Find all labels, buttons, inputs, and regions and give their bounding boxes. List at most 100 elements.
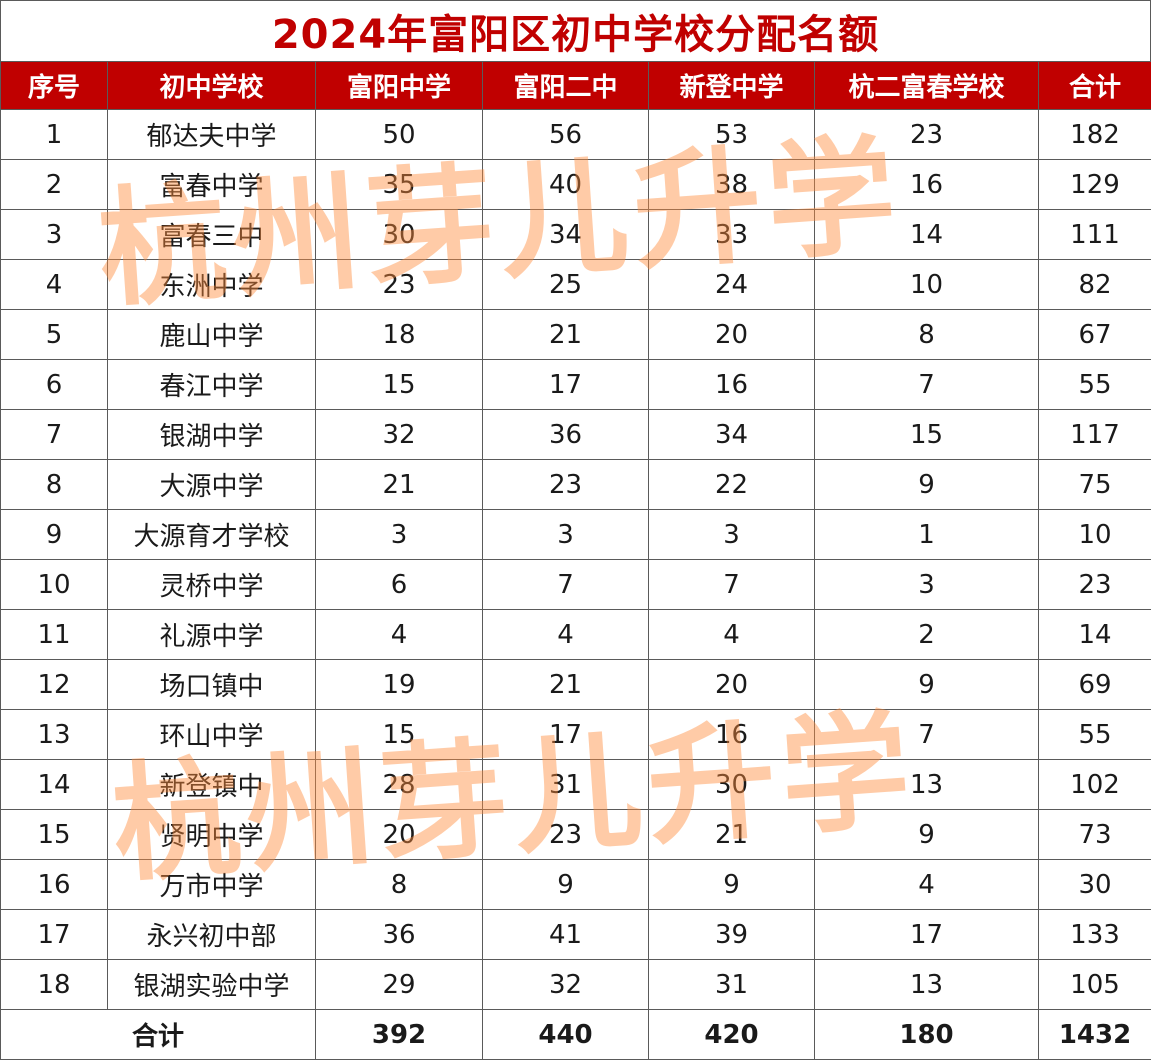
quota-cell: 36 <box>316 910 483 960</box>
col-header-xindeng-high: 新登中学 <box>649 62 815 110</box>
quota-cell: 17 <box>815 910 1039 960</box>
row-index-cell: 12 <box>1 660 108 710</box>
quota-cell: 22 <box>649 460 815 510</box>
quota-cell: 4 <box>649 610 815 660</box>
row-index-cell: 15 <box>1 810 108 860</box>
row-index-cell: 4 <box>1 260 108 310</box>
quota-cell: 20 <box>649 660 815 710</box>
quota-cell: 32 <box>483 960 649 1010</box>
quota-cell: 36 <box>483 410 649 460</box>
row-index-cell: 7 <box>1 410 108 460</box>
quota-cell: 4 <box>483 610 649 660</box>
school-name-cell: 鹿山中学 <box>108 310 316 360</box>
quota-cell: 21 <box>483 310 649 360</box>
row-index-cell: 17 <box>1 910 108 960</box>
quota-cell: 39 <box>649 910 815 960</box>
quota-cell: 4 <box>316 610 483 660</box>
row-index-cell: 2 <box>1 160 108 210</box>
quota-cell: 23 <box>316 260 483 310</box>
row-total-cell: 73 <box>1039 810 1151 860</box>
total-cell: 180 <box>815 1010 1039 1060</box>
quota-cell: 16 <box>649 360 815 410</box>
quota-cell: 9 <box>483 860 649 910</box>
quota-cell: 24 <box>649 260 815 310</box>
quota-cell: 16 <box>649 710 815 760</box>
row-total-cell: 23 <box>1039 560 1151 610</box>
quota-cell: 7 <box>815 710 1039 760</box>
school-name-cell: 万市中学 <box>108 860 316 910</box>
row-index-cell: 10 <box>1 560 108 610</box>
row-index-cell: 13 <box>1 710 108 760</box>
quota-cell: 14 <box>815 210 1039 260</box>
quota-cell: 21 <box>316 460 483 510</box>
row-index-cell: 14 <box>1 760 108 810</box>
page-title: 2024年富阳区初中学校分配名额 <box>0 0 1151 62</box>
school-name-cell: 环山中学 <box>108 710 316 760</box>
quota-cell: 38 <box>649 160 815 210</box>
row-index-cell: 5 <box>1 310 108 360</box>
quota-cell: 3 <box>316 510 483 560</box>
quota-cell: 23 <box>483 810 649 860</box>
quota-cell: 23 <box>483 460 649 510</box>
quota-cell: 41 <box>483 910 649 960</box>
school-name-cell: 新登镇中 <box>108 760 316 810</box>
quota-cell: 31 <box>649 960 815 1010</box>
quota-cell: 6 <box>316 560 483 610</box>
school-name-cell: 永兴初中部 <box>108 910 316 960</box>
quota-cell: 23 <box>815 110 1039 160</box>
row-total-cell: 14 <box>1039 610 1151 660</box>
quota-cell: 34 <box>649 410 815 460</box>
quota-cell: 56 <box>483 110 649 160</box>
quota-cell: 17 <box>483 710 649 760</box>
school-name-cell: 灵桥中学 <box>108 560 316 610</box>
school-name-cell: 礼源中学 <box>108 610 316 660</box>
school-name-cell: 银湖实验中学 <box>108 960 316 1010</box>
quota-cell: 4 <box>815 860 1039 910</box>
row-index-cell: 8 <box>1 460 108 510</box>
quota-cell: 34 <box>483 210 649 260</box>
quota-cell: 7 <box>815 360 1039 410</box>
row-total-cell: 111 <box>1039 210 1151 260</box>
row-index-cell: 9 <box>1 510 108 560</box>
row-index-cell: 3 <box>1 210 108 260</box>
quota-cell: 33 <box>649 210 815 260</box>
quota-cell: 53 <box>649 110 815 160</box>
quota-cell: 13 <box>815 960 1039 1010</box>
col-header-index: 序号 <box>1 62 108 110</box>
quota-cell: 3 <box>483 510 649 560</box>
quota-cell: 2 <box>815 610 1039 660</box>
row-index-cell: 16 <box>1 860 108 910</box>
row-total-cell: 55 <box>1039 710 1151 760</box>
total-cell: 420 <box>649 1010 815 1060</box>
row-total-cell: 82 <box>1039 260 1151 310</box>
row-total-cell: 102 <box>1039 760 1151 810</box>
quota-cell: 8 <box>815 310 1039 360</box>
col-header-hangzhou-second-fuchun: 杭二富春学校 <box>815 62 1039 110</box>
quota-cell: 16 <box>815 160 1039 210</box>
quota-cell: 32 <box>316 410 483 460</box>
total-cell: 440 <box>483 1010 649 1060</box>
total-cell: 392 <box>316 1010 483 1060</box>
row-total-cell: 117 <box>1039 410 1151 460</box>
quota-cell: 15 <box>815 410 1039 460</box>
row-total-cell: 133 <box>1039 910 1151 960</box>
quota-cell: 9 <box>649 860 815 910</box>
row-total-cell: 30 <box>1039 860 1151 910</box>
total-row: 合计 392 440 420 180 1432 <box>1 1010 1151 1060</box>
quota-cell: 29 <box>316 960 483 1010</box>
col-header-fuyang-second: 富阳二中 <box>483 62 649 110</box>
quota-cell: 50 <box>316 110 483 160</box>
school-name-cell: 东洲中学 <box>108 260 316 310</box>
school-name-cell: 大源中学 <box>108 460 316 510</box>
